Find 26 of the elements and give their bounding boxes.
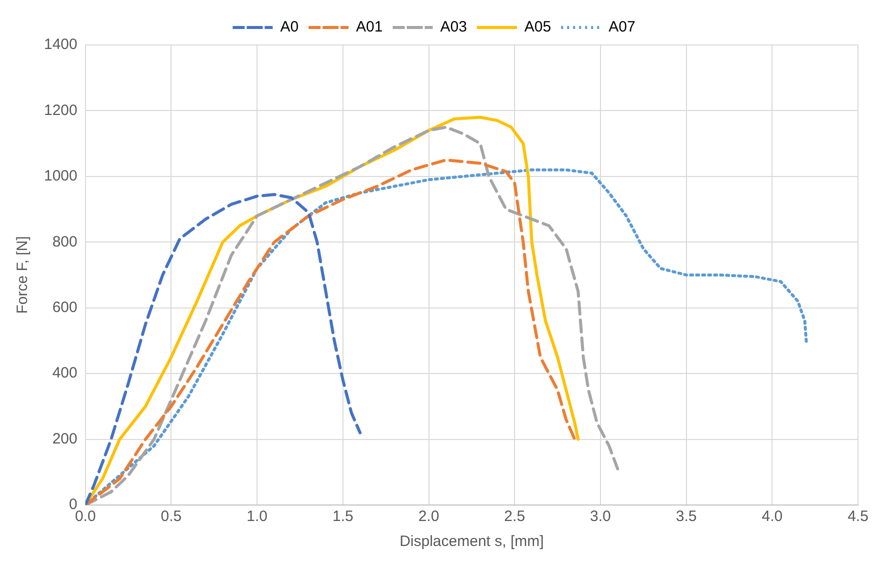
x-tick-label: 3.0: [590, 508, 611, 526]
legend-label: A05: [524, 18, 552, 36]
y-tick-label: 0: [69, 496, 78, 514]
y-tick-label: 200: [52, 430, 78, 448]
x-axis-title: Displacement s, [mm]: [400, 533, 544, 550]
legend-label: A03: [440, 18, 467, 36]
x-tick-label: 2.5: [504, 508, 526, 526]
x-tick-label: 0.0: [74, 508, 96, 526]
x-tick-label: 0.5: [160, 508, 182, 526]
line-series: [85, 193, 362, 505]
x-tick-label: 2.0: [418, 508, 440, 526]
x-tick-label: 4.0: [762, 508, 783, 526]
x-tick-label: 1.5: [332, 508, 354, 526]
legend-label: A0: [280, 18, 299, 36]
x-tick-label: 3.5: [676, 508, 697, 526]
y-tick-label: 600: [52, 299, 78, 316]
legend-label: A07: [608, 18, 636, 36]
y-tick-label: 1400: [44, 36, 78, 54]
x-tick-label: 1.0: [246, 508, 268, 526]
y-tick-label: 800: [52, 233, 78, 250]
y-axis-title: Force F, [N]: [14, 236, 32, 314]
y-tick-label: 1000: [44, 168, 78, 185]
y-tick-label: 1200: [44, 102, 78, 119]
x-tick-label: 4.5: [848, 508, 868, 526]
legend-label: A01: [356, 18, 383, 36]
y-tick-label: 400: [52, 364, 78, 382]
